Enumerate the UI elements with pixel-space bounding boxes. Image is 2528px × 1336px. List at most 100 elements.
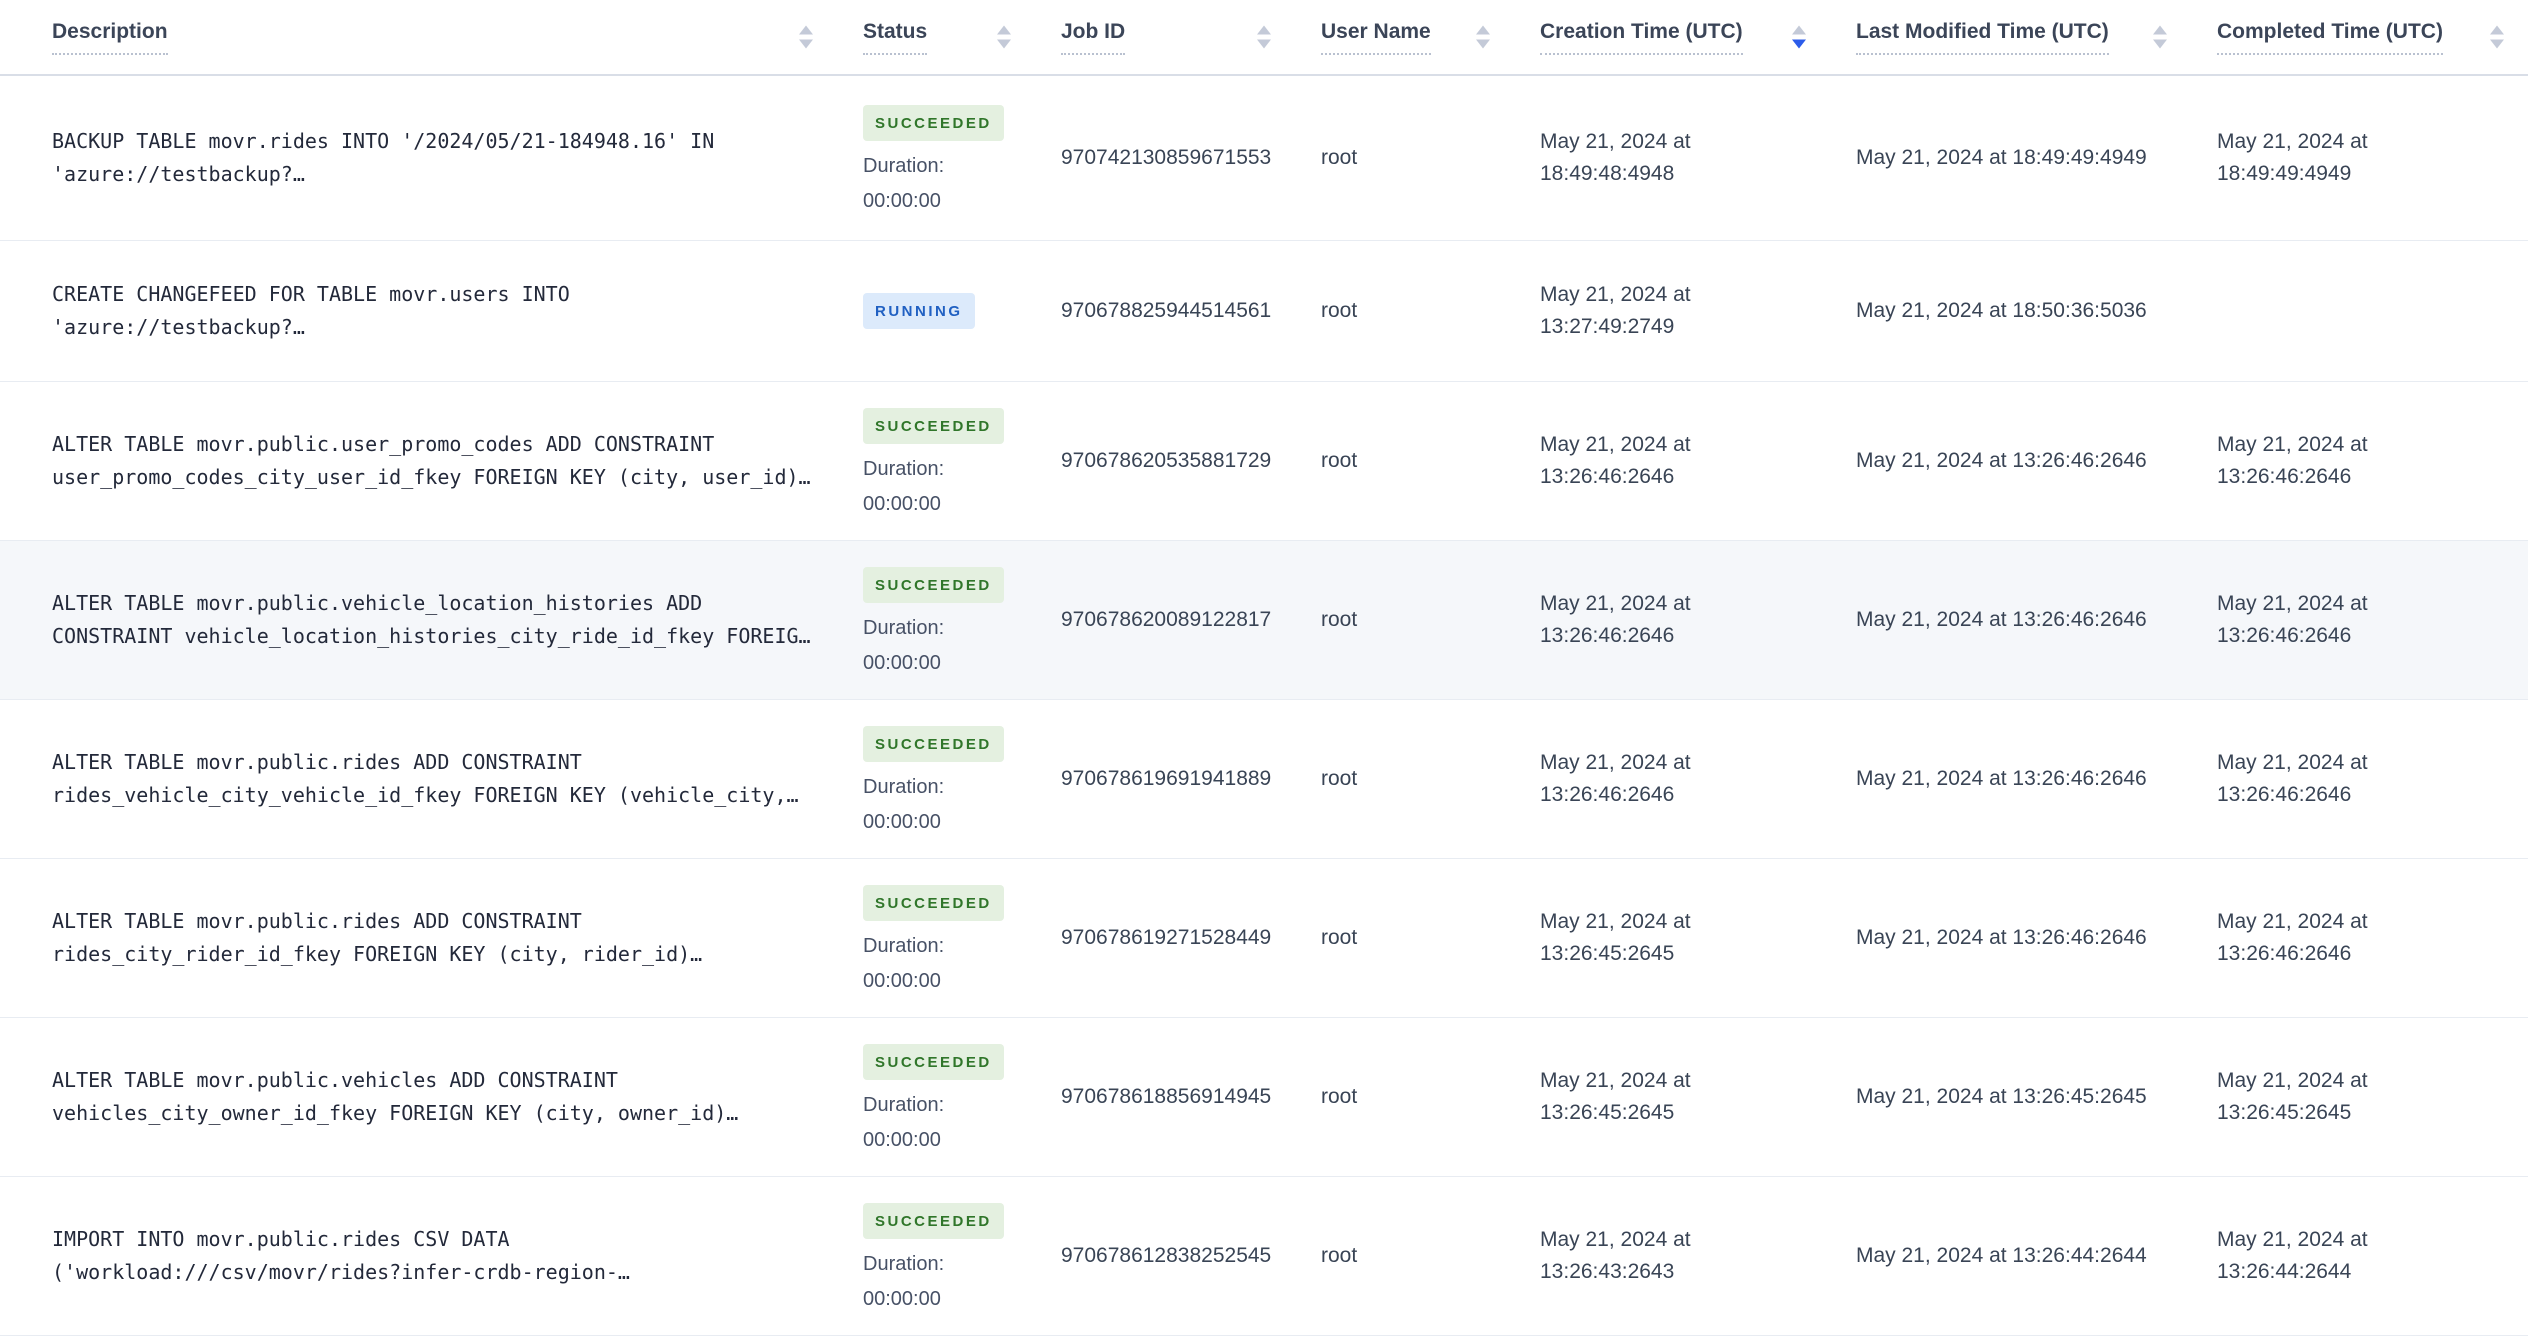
column-header-job-id[interactable]: Job ID bbox=[1061, 0, 1321, 76]
duration: Duration: 00:00:00 bbox=[863, 618, 1061, 673]
sort-icons bbox=[2153, 25, 2167, 49]
creation-time-cell: May 21, 2024 at 13:26:43:2643 bbox=[1540, 1176, 1856, 1336]
user-name-cell: root bbox=[1321, 858, 1540, 1018]
sort-desc-icon bbox=[997, 39, 1011, 49]
creation-time-cell: May 21, 2024 at 13:26:45:2645 bbox=[1540, 858, 1856, 1018]
column-header-completed-time[interactable]: Completed Time (UTC) bbox=[2217, 0, 2528, 76]
sort-icons bbox=[997, 25, 1011, 49]
column-header-label: Last Modified Time (UTC) bbox=[1856, 20, 2109, 55]
completed-time-cell: May 21, 2024 at 13:26:46:2646 bbox=[2217, 381, 2528, 541]
last-modified-time-cell: May 21, 2024 at 18:49:49:4949 bbox=[1856, 75, 2217, 241]
job-id-cell: 970678620535881729 bbox=[1061, 381, 1321, 541]
sort-asc-icon bbox=[1476, 25, 1490, 35]
sort-desc-icon bbox=[2153, 39, 2167, 49]
description-cell: ALTER TABLE movr.public.rides ADD CONSTR… bbox=[0, 699, 863, 859]
job-id-cell: 970678612838252545 bbox=[1061, 1176, 1321, 1336]
job-id-cell: 970678620089122817 bbox=[1061, 540, 1321, 700]
status-badge: SUCCEEDED bbox=[863, 1044, 1004, 1080]
sort-desc-icon bbox=[799, 39, 813, 49]
duration-label: Duration: bbox=[863, 1253, 945, 1275]
last-modified-time-cell: May 21, 2024 at 13:26:45:2645 bbox=[1856, 1017, 2217, 1177]
duration-label: Duration: bbox=[863, 155, 945, 177]
duration-value: 00:00:00 bbox=[863, 1288, 941, 1310]
job-id-cell: 970678619691941889 bbox=[1061, 699, 1321, 859]
sort-asc-icon bbox=[1792, 25, 1806, 35]
table-row[interactable]: IMPORT INTO movr.public.rides CSV DATA (… bbox=[0, 1176, 2528, 1336]
last-modified-time-cell: May 21, 2024 at 13:26:44:2644 bbox=[1856, 1176, 2217, 1336]
status-cell: SUCCEEDED Duration: 00:00:00 bbox=[863, 858, 1061, 1018]
table-row[interactable]: BACKUP TABLE movr.rides INTO '/2024/05/2… bbox=[0, 75, 2528, 241]
duration-label: Duration: bbox=[863, 776, 945, 798]
user-name-cell: root bbox=[1321, 540, 1540, 700]
job-id-cell: 970678825944514561 bbox=[1061, 240, 1321, 382]
sort-asc-icon bbox=[997, 25, 1011, 35]
column-header-label: User Name bbox=[1321, 20, 1431, 55]
table-row[interactable]: ALTER TABLE movr.public.rides ADD CONSTR… bbox=[0, 699, 2528, 859]
duration-label: Duration: bbox=[863, 1094, 945, 1116]
duration: Duration: 00:00:00 bbox=[863, 777, 1061, 832]
table-row[interactable]: ALTER TABLE movr.public.rides ADD CONSTR… bbox=[0, 858, 2528, 1018]
column-header-creation-time[interactable]: Creation Time (UTC) bbox=[1540, 0, 1856, 76]
completed-time-cell: May 21, 2024 at 13:26:45:2645 bbox=[2217, 1017, 2528, 1177]
column-header-label: Job ID bbox=[1061, 20, 1126, 55]
user-name-cell: root bbox=[1321, 699, 1540, 859]
sort-icons bbox=[1257, 25, 1271, 49]
duration: Duration: 00:00:00 bbox=[863, 1254, 1061, 1309]
description-cell: ALTER TABLE movr.public.vehicles ADD CON… bbox=[0, 1017, 863, 1177]
sort-desc-icon bbox=[1476, 39, 1490, 49]
column-header-description[interactable]: Description bbox=[0, 0, 863, 76]
sort-icons bbox=[1476, 25, 1490, 49]
sort-desc-icon bbox=[1257, 39, 1271, 49]
status-badge: RUNNING bbox=[863, 293, 975, 329]
duration: Duration: 00:00:00 bbox=[863, 1095, 1061, 1150]
table-row[interactable]: ALTER TABLE movr.public.vehicles ADD CON… bbox=[0, 1017, 2528, 1177]
creation-time-cell: May 21, 2024 at 13:26:46:2646 bbox=[1540, 540, 1856, 700]
column-header-last-modified-time[interactable]: Last Modified Time (UTC) bbox=[1856, 0, 2217, 76]
duration-label: Duration: bbox=[863, 458, 945, 480]
description-cell: ALTER TABLE movr.public.rides ADD CONSTR… bbox=[0, 858, 863, 1018]
completed-time-cell: May 21, 2024 at 18:49:49:4949 bbox=[2217, 75, 2528, 241]
last-modified-time-cell: May 21, 2024 at 13:26:46:2646 bbox=[1856, 381, 2217, 541]
last-modified-time-cell: May 21, 2024 at 13:26:46:2646 bbox=[1856, 699, 2217, 859]
creation-time-cell: May 21, 2024 at 18:49:48:4948 bbox=[1540, 75, 1856, 241]
duration-value: 00:00:00 bbox=[863, 811, 941, 833]
duration-label: Duration: bbox=[863, 935, 945, 957]
status-cell: RUNNING bbox=[863, 240, 1061, 382]
column-header-user-name[interactable]: User Name bbox=[1321, 0, 1540, 76]
status-cell: SUCCEEDED Duration: 00:00:00 bbox=[863, 1017, 1061, 1177]
last-modified-time-cell: May 21, 2024 at 18:50:36:5036 bbox=[1856, 240, 2217, 382]
completed-time-cell: May 21, 2024 at 13:26:46:2646 bbox=[2217, 540, 2528, 700]
user-name-cell: root bbox=[1321, 381, 1540, 541]
column-header-label: Description bbox=[52, 20, 168, 55]
completed-time-cell: May 21, 2024 at 13:26:46:2646 bbox=[2217, 858, 2528, 1018]
user-name-cell: root bbox=[1321, 75, 1540, 241]
column-header-status[interactable]: Status bbox=[863, 0, 1061, 76]
duration-value: 00:00:00 bbox=[863, 970, 941, 992]
sort-icons bbox=[1792, 25, 1806, 49]
description-cell: ALTER TABLE movr.public.vehicle_location… bbox=[0, 540, 863, 700]
status-badge: SUCCEEDED bbox=[863, 726, 1004, 762]
description-cell: ALTER TABLE movr.public.user_promo_codes… bbox=[0, 381, 863, 541]
duration-value: 00:00:00 bbox=[863, 1129, 941, 1151]
duration: Duration: 00:00:00 bbox=[863, 459, 1061, 514]
column-header-label: Completed Time (UTC) bbox=[2217, 20, 2443, 55]
status-badge: SUCCEEDED bbox=[863, 567, 1004, 603]
table-header-row: Description Status Job ID User Name Crea… bbox=[0, 0, 2528, 76]
sort-icons bbox=[799, 25, 813, 49]
status-badge: SUCCEEDED bbox=[863, 105, 1004, 141]
completed-time-cell bbox=[2217, 240, 2528, 382]
duration: Duration: 00:00:00 bbox=[863, 156, 1061, 211]
status-cell: SUCCEEDED Duration: 00:00:00 bbox=[863, 699, 1061, 859]
sort-desc-icon bbox=[2490, 39, 2504, 49]
creation-time-cell: May 21, 2024 at 13:26:45:2645 bbox=[1540, 1017, 1856, 1177]
creation-time-cell: May 21, 2024 at 13:26:46:2646 bbox=[1540, 699, 1856, 859]
table-row[interactable]: ALTER TABLE movr.public.user_promo_codes… bbox=[0, 381, 2528, 541]
duration-label: Duration: bbox=[863, 617, 945, 639]
sort-asc-icon bbox=[1257, 25, 1271, 35]
table-row[interactable]: CREATE CHANGEFEED FOR TABLE movr.users I… bbox=[0, 240, 2528, 382]
user-name-cell: root bbox=[1321, 1017, 1540, 1177]
sort-asc-icon bbox=[2153, 25, 2167, 35]
description-cell: BACKUP TABLE movr.rides INTO '/2024/05/2… bbox=[0, 75, 863, 241]
table-row-hovered[interactable]: ALTER TABLE movr.public.vehicle_location… bbox=[0, 540, 2528, 700]
